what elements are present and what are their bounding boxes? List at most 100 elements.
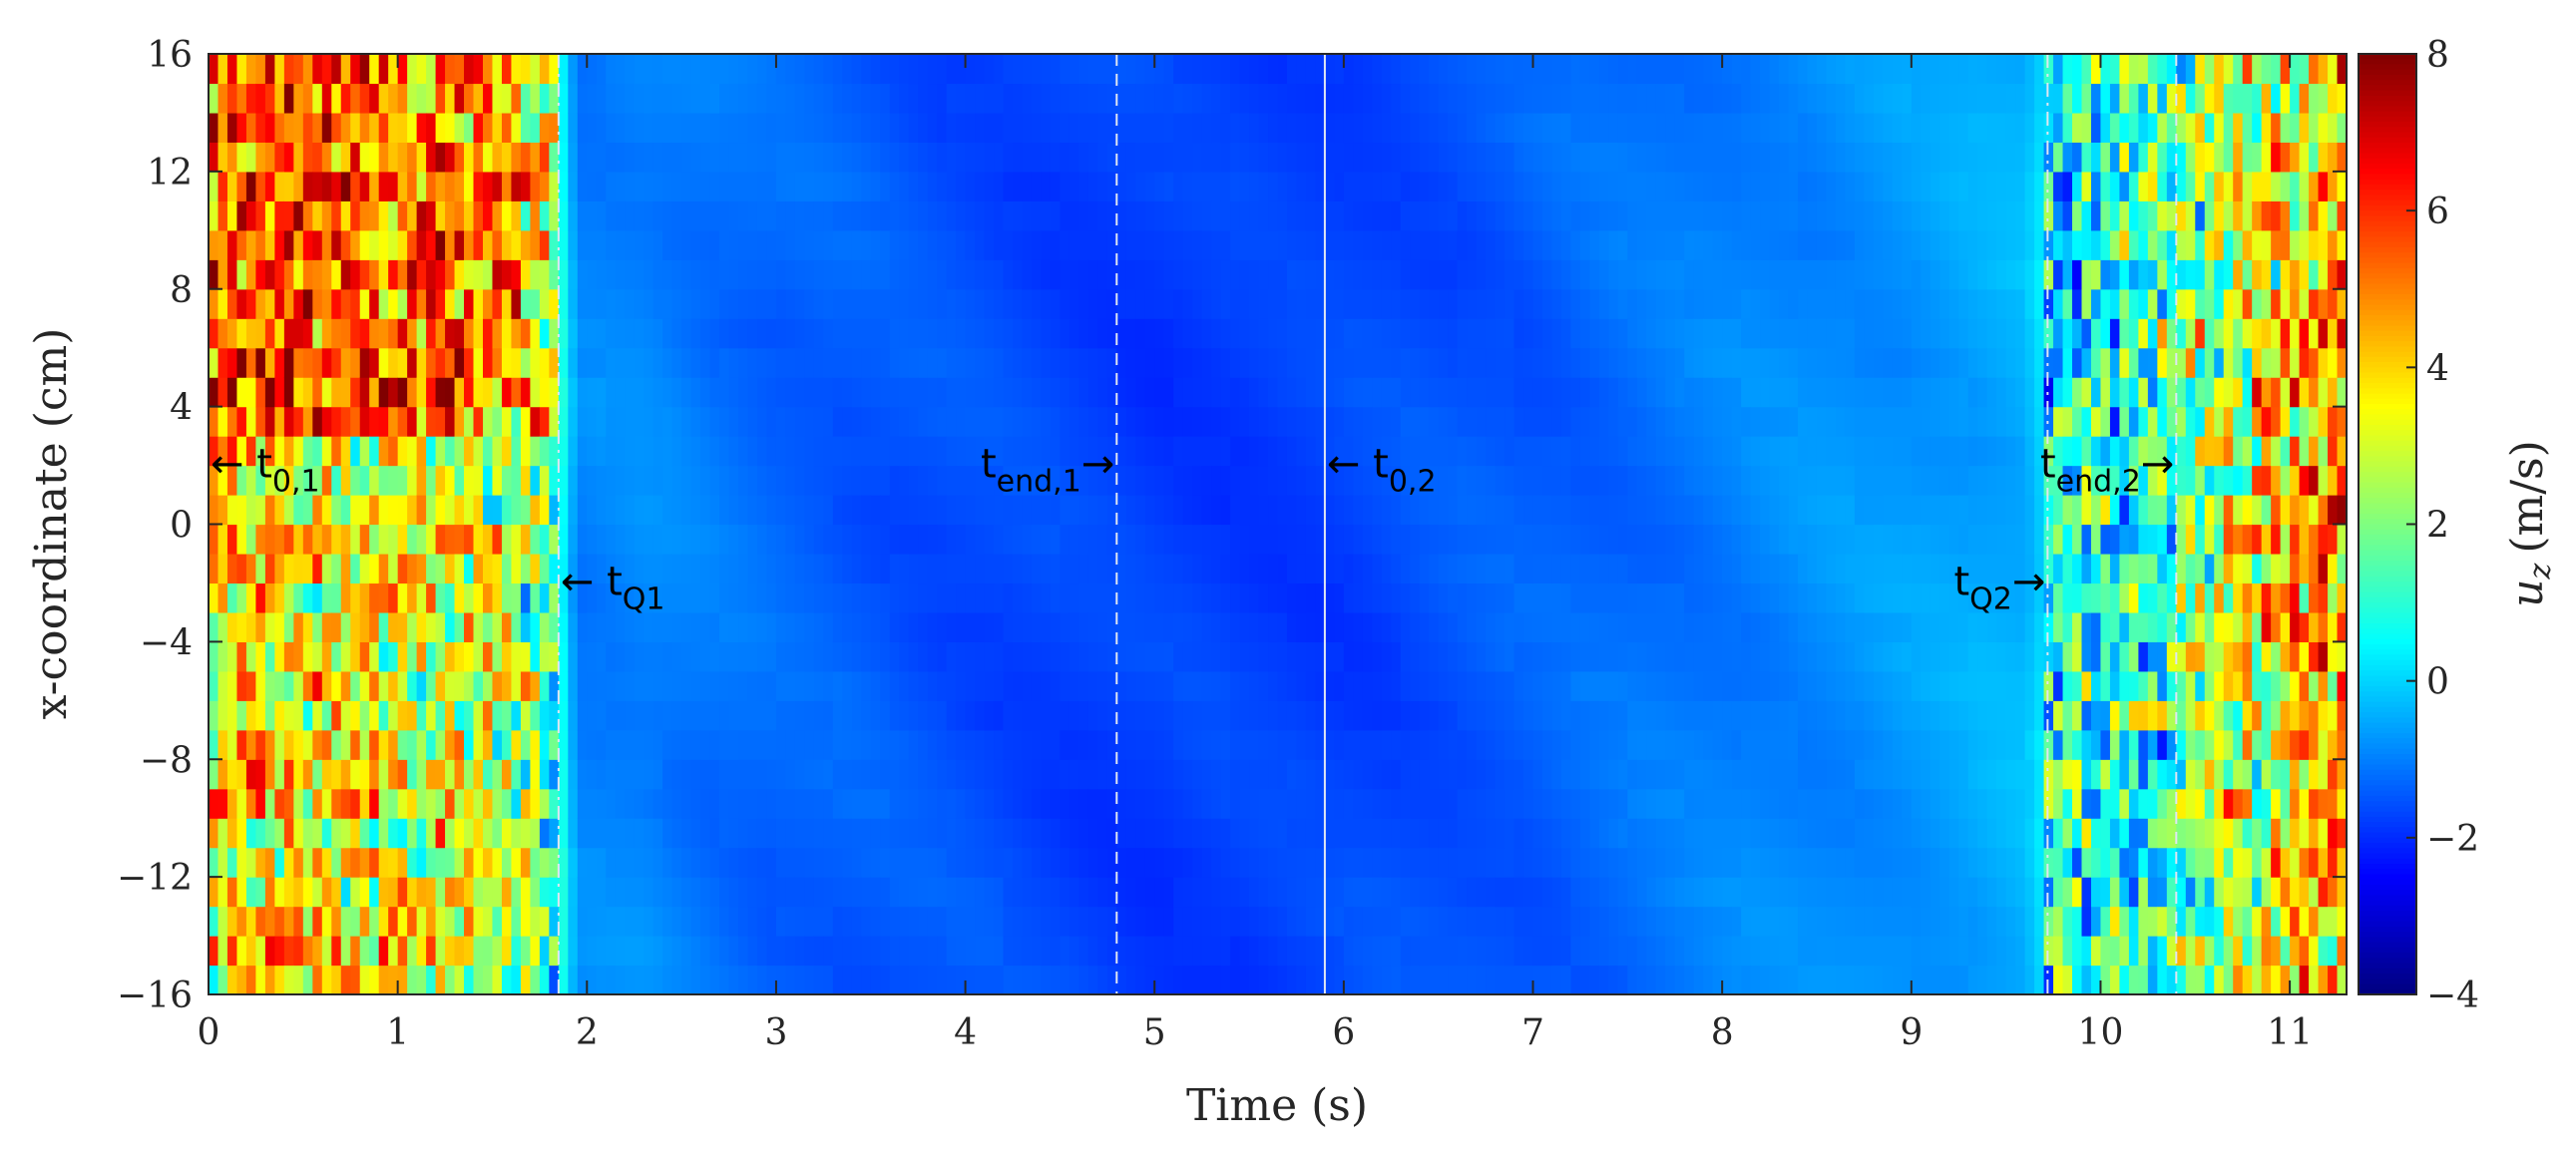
- heatmap-cell: [1239, 641, 1250, 672]
- heatmap-cell: [1324, 877, 1335, 908]
- heatmap-cell: [501, 700, 513, 731]
- heatmap-cell: [1220, 200, 1231, 231]
- heatmap-cell: [690, 54, 701, 85]
- heatmap-cell: [388, 377, 399, 408]
- heatmap-cell: [756, 347, 768, 378]
- heatmap-cell: [889, 524, 900, 555]
- heatmap-cell: [312, 965, 323, 994]
- heatmap-cell: [785, 229, 796, 260]
- heatmap-cell: [283, 641, 294, 672]
- heatmap-cell: [1523, 142, 1534, 173]
- heatmap-cell: [832, 877, 843, 908]
- heatmap-cell: [1277, 83, 1288, 114]
- heatmap-cell: [804, 524, 815, 555]
- heatmap-cell: [1532, 788, 1543, 819]
- heatmap-cell: [1258, 611, 1269, 642]
- heatmap-cell: [1031, 288, 1043, 319]
- heatmap-cell: [245, 142, 257, 173]
- heatmap-cell: [264, 112, 275, 144]
- heatmap-cell: [606, 965, 617, 994]
- heatmap-cell: [1097, 465, 1108, 496]
- heatmap-cell: [454, 436, 465, 467]
- heatmap-cell: [1467, 670, 1478, 701]
- heatmap-cell: [1551, 906, 1562, 937]
- heatmap-cell: [813, 788, 824, 819]
- heatmap-cell: [1495, 288, 1505, 319]
- heatmap-cell: [889, 347, 900, 378]
- heatmap-cell: [1041, 582, 1052, 613]
- heatmap-cell: [1249, 729, 1260, 760]
- heatmap-cell: [1305, 406, 1317, 437]
- heatmap-cell: [1343, 582, 1354, 613]
- heatmap-cell: [1041, 700, 1052, 731]
- heatmap-cell: [217, 465, 228, 496]
- heatmap-cell: [1031, 347, 1043, 378]
- heatmap-cell: [464, 965, 475, 994]
- heatmap-cell: [946, 965, 957, 994]
- heatmap-cell: [1163, 582, 1174, 613]
- heatmap-cell: [1665, 54, 1676, 85]
- heatmap-cell: [719, 142, 730, 173]
- heatmap-cell: [709, 759, 720, 790]
- heatmap-cell: [1627, 171, 1638, 201]
- heatmap-cell: [1353, 83, 1364, 114]
- heatmap-cell: [1476, 171, 1487, 201]
- heatmap-cell: [1286, 259, 1298, 290]
- heatmap-cell: [1560, 700, 1572, 731]
- heatmap-cell: [302, 171, 313, 201]
- heatmap-cell: [539, 436, 550, 467]
- heatmap-cell: [625, 436, 636, 467]
- heatmap-cell: [1665, 318, 1676, 349]
- heatmap-cell: [719, 495, 730, 526]
- heatmap-cell: [473, 670, 484, 701]
- heatmap-cell: [652, 965, 663, 994]
- heatmap-cell: [880, 495, 891, 526]
- heatmap-cell: [1230, 83, 1241, 114]
- heatmap-cell: [350, 54, 361, 85]
- heatmap-cell: [217, 553, 228, 584]
- heatmap-cell: [1542, 200, 1553, 231]
- heatmap-cell: [889, 495, 900, 526]
- heatmap-cell: [378, 788, 389, 819]
- heatmap-cell: [880, 54, 891, 85]
- heatmap-cell: [747, 818, 758, 849]
- heatmap-cell: [766, 700, 777, 731]
- heatmap-cell: [756, 847, 768, 878]
- heatmap-cell: [823, 288, 834, 319]
- heatmap-cell: [435, 495, 446, 526]
- heatmap-cell: [1400, 142, 1411, 173]
- heatmap-cell: [1589, 54, 1600, 85]
- heatmap-cell: [577, 788, 588, 819]
- heatmap-cell: [823, 200, 834, 231]
- heatmap-cell: [1069, 847, 1079, 878]
- heatmap-cell: [738, 818, 749, 849]
- heatmap-cell: [1277, 700, 1288, 731]
- heatmap-cell: [1173, 495, 1184, 526]
- heatmap-cell: [1239, 259, 1250, 290]
- heatmap-cell: [946, 700, 957, 731]
- heatmap-cell: [1655, 229, 1666, 260]
- heatmap-cell: [1201, 700, 1212, 731]
- heatmap-cell: [255, 200, 266, 231]
- heatmap-cell: [1381, 524, 1392, 555]
- heatmap-cell: [1513, 965, 1524, 994]
- heatmap-cell: [464, 700, 475, 731]
- heatmap-cell: [1674, 670, 1685, 701]
- heatmap-cell: [407, 495, 418, 526]
- heatmap-cell: [956, 936, 967, 967]
- heatmap-cell: [416, 818, 427, 849]
- heatmap-cell: [1551, 406, 1562, 437]
- heatmap-cell: [539, 847, 550, 878]
- heatmap-cell: [1486, 229, 1497, 260]
- heatmap-cell: [1589, 524, 1600, 555]
- heatmap-cell: [293, 759, 304, 790]
- heatmap-cell: [1173, 200, 1184, 231]
- heatmap-cell: [236, 288, 247, 319]
- heatmap-cell: [1163, 524, 1174, 555]
- heatmap-cell: [918, 142, 929, 173]
- heatmap-cell: [340, 259, 351, 290]
- heatmap-cell: [255, 582, 266, 613]
- heatmap-cell: [1523, 436, 1534, 467]
- heatmap-cell: [1230, 436, 1241, 467]
- heatmap-cell: [1069, 406, 1079, 437]
